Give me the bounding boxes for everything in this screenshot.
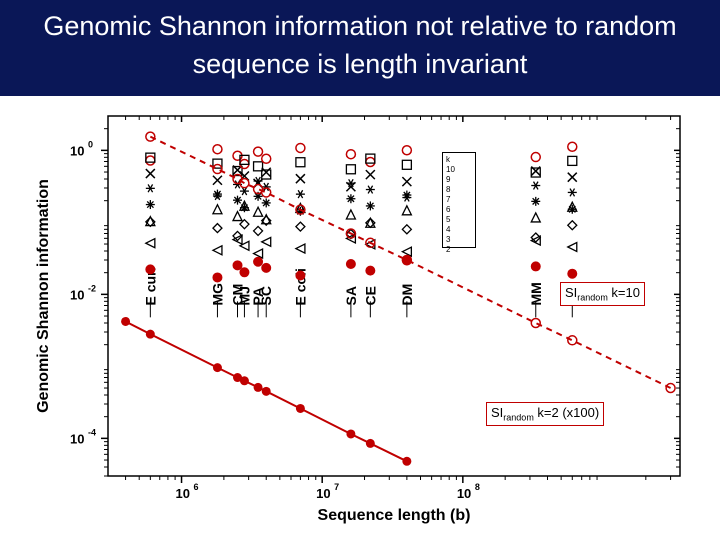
annot0-sub: random bbox=[577, 293, 608, 303]
legend-v8: 2 bbox=[446, 245, 472, 255]
annotation-k2: SIrandom k=2 (x100) bbox=[486, 402, 604, 426]
annot0-prefix: SI bbox=[565, 285, 577, 300]
chart-svg: 10 6 10 7 10 8 10 -4 10 -2 10 0 Sequence length (b) G… bbox=[30, 108, 690, 528]
legend-v7: 3 bbox=[446, 235, 472, 245]
svg-text:10: 10 bbox=[70, 143, 84, 158]
svg-text:-2: -2 bbox=[88, 283, 96, 293]
legend-title: k bbox=[446, 155, 472, 165]
annot1-sub: random bbox=[503, 413, 534, 423]
legend-v0: 10 bbox=[446, 165, 472, 175]
svg-text:Genomic Shannon information: Genomic Shannon information bbox=[35, 179, 52, 413]
svg-text:Sequence length (b): Sequence length (b) bbox=[318, 507, 471, 524]
title-bar: Genomic Shannon information not relative… bbox=[0, 0, 720, 96]
svg-text:-4: -4 bbox=[88, 427, 96, 437]
svg-text:10: 10 bbox=[457, 486, 471, 501]
svg-text:6: 6 bbox=[194, 482, 199, 492]
legend-v3: 7 bbox=[446, 195, 472, 205]
svg-text:7: 7 bbox=[334, 482, 339, 492]
svg-text:10: 10 bbox=[70, 431, 84, 446]
legend-box: k 10 9 8 7 6 5 4 3 2 bbox=[442, 152, 476, 248]
legend-v1: 9 bbox=[446, 175, 472, 185]
annot0-suffix: k=10 bbox=[608, 285, 640, 300]
svg-text:8: 8 bbox=[475, 482, 480, 492]
annot1-suffix: k=2 (x100) bbox=[534, 405, 599, 420]
svg-text:10: 10 bbox=[316, 486, 330, 501]
legend-v4: 6 bbox=[446, 205, 472, 215]
svg-text:0: 0 bbox=[88, 139, 93, 149]
chart-container: 10 6 10 7 10 8 10 -4 10 -2 10 0 Sequence length (b) G… bbox=[30, 108, 690, 528]
annotation-k10: SIrandom k=10 bbox=[560, 282, 645, 306]
annot1-prefix: SI bbox=[491, 405, 503, 420]
svg-text:10: 10 bbox=[176, 486, 190, 501]
legend-v5: 5 bbox=[446, 215, 472, 225]
page-title: Genomic Shannon information not relative… bbox=[20, 8, 700, 84]
legend-v2: 8 bbox=[446, 185, 472, 195]
legend-v6: 4 bbox=[446, 225, 472, 235]
svg-text:10: 10 bbox=[70, 287, 84, 302]
